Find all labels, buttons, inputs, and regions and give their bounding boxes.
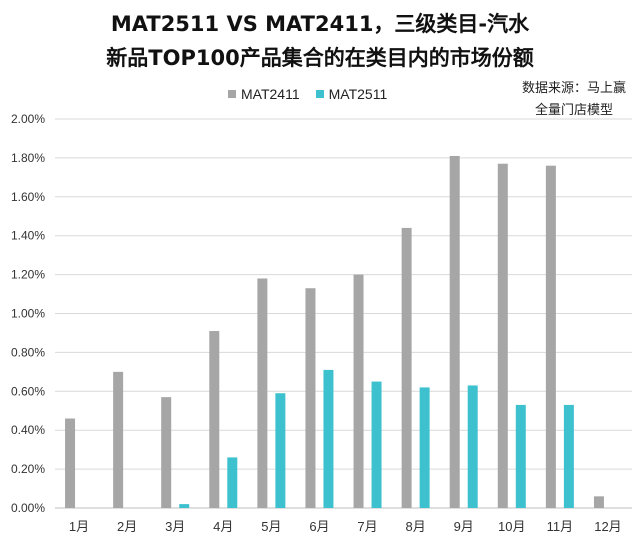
y-tick-label: 2.00%: [11, 112, 45, 126]
bar-series1: [449, 155, 460, 508]
bar-series1: [305, 288, 316, 508]
y-tick-label: 1.60%: [11, 190, 45, 204]
x-tick-label: 12月: [594, 519, 621, 534]
bar-series2: [179, 504, 190, 508]
y-tick-label: 0.00%: [11, 501, 45, 515]
bar-series1: [113, 371, 124, 508]
y-tick-label: 1.40%: [11, 229, 45, 243]
y-tick-label: 0.20%: [11, 462, 45, 476]
bar-series2: [371, 381, 382, 508]
x-tick-label: 5月: [261, 519, 281, 534]
bar-series1: [497, 163, 508, 509]
chart-title-line1: MAT2511 VS MAT2411，三级类目-汽水: [110, 12, 530, 36]
bar-series2: [467, 385, 478, 508]
bar-series2: [323, 369, 334, 508]
x-tick-label: 1月: [69, 519, 89, 534]
legend-label-series1: MAT2411: [241, 86, 300, 102]
bar-series1: [257, 278, 268, 508]
bar-series1: [161, 397, 172, 508]
y-tick-label: 0.60%: [11, 384, 45, 398]
x-tick-label: 7月: [357, 519, 377, 534]
bar-series2: [515, 404, 526, 508]
legend-swatch-series1: [228, 90, 236, 98]
bar-series2: [419, 387, 430, 508]
bar-series2: [275, 393, 286, 508]
bar-series1: [65, 418, 76, 508]
source-line2: 全量门店模型: [534, 103, 613, 118]
legend-swatch-series2: [315, 90, 324, 98]
x-tick-label: 11月: [547, 519, 574, 534]
bar-series1: [593, 496, 604, 508]
legend-item-series1: MAT2411: [228, 86, 300, 102]
bar-series1: [209, 331, 220, 508]
legend-label-series2: MAT2511: [328, 86, 388, 102]
y-tick-label: 0.40%: [11, 423, 45, 437]
y-tick-label: 1.20%: [11, 268, 45, 282]
x-tick-label: 8月: [406, 519, 426, 534]
legend-item-series2: MAT2511: [315, 86, 388, 102]
y-tick-label: 1.00%: [11, 307, 45, 321]
x-tick-label: 2月: [117, 519, 137, 534]
legend: MAT2411 MAT2511: [228, 86, 387, 102]
x-tick-label: 9月: [454, 519, 474, 534]
bar-series2: [563, 404, 574, 508]
x-tick-label: 3月: [165, 519, 185, 534]
bar-series1: [353, 274, 364, 508]
x-tick-label: 6月: [309, 519, 329, 534]
bar-series1: [401, 227, 412, 509]
y-tick-label: 1.80%: [11, 151, 45, 165]
x-tick-label: 10月: [498, 519, 525, 534]
x-tick-label: 4月: [213, 519, 233, 534]
source-note: 数据来源：马上赢 全量门店模型: [522, 78, 626, 122]
chart-title-line2: 新品TOP100产品集合的在类目内的市场份额: [106, 46, 534, 70]
y-tick-label: 0.80%: [11, 345, 45, 359]
bar-series2: [227, 457, 238, 508]
bar-series1: [545, 165, 556, 508]
source-line1: 数据来源：马上赢: [521, 81, 626, 96]
